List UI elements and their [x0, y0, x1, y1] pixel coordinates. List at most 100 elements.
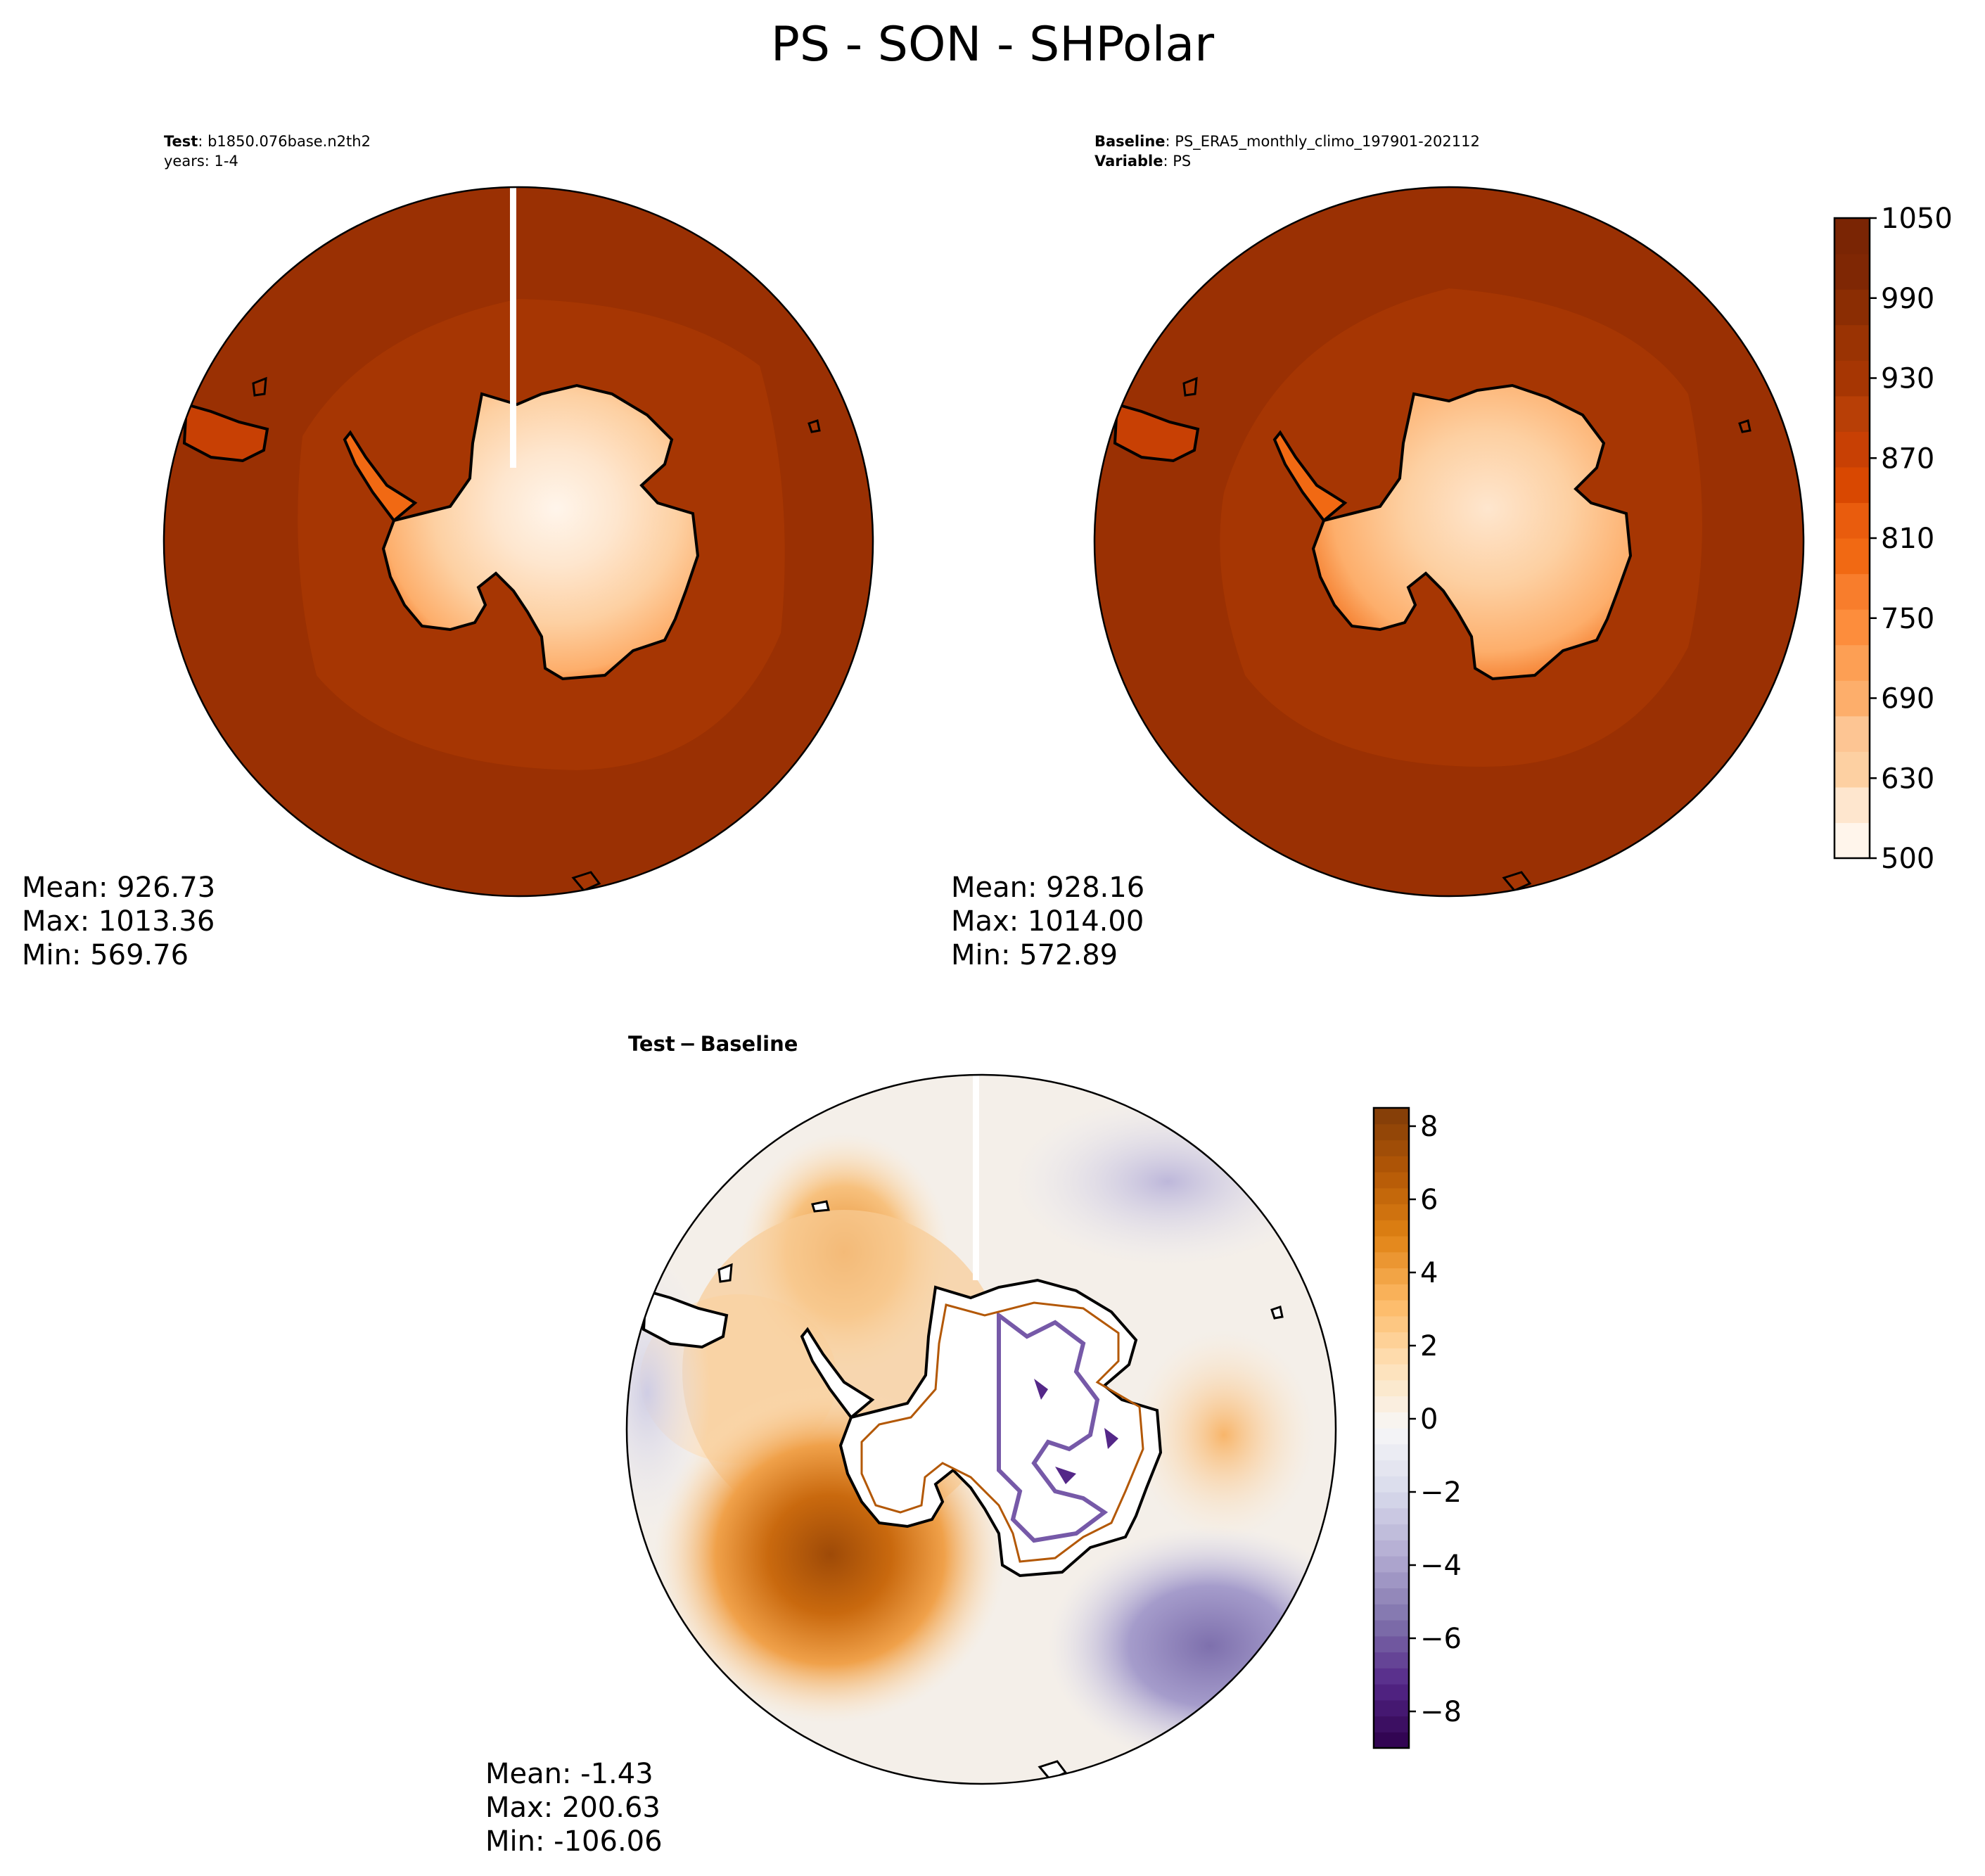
difference-colorbar-level [1374, 1524, 1409, 1540]
difference-colorbar-tick-label: −4 [1420, 1550, 1462, 1582]
baseline-map-border [1093, 186, 1805, 898]
difference-colorbar-level [1374, 1443, 1409, 1461]
difference-colorbar-level [1374, 1668, 1409, 1685]
difference-colorbar-level [1374, 1123, 1409, 1141]
difference-south-america [642, 1289, 729, 1349]
difference-purple-top-right [1013, 1097, 1322, 1266]
difference-colorbar-level [1374, 1476, 1409, 1493]
difference-colorbar-level [1374, 1172, 1409, 1189]
difference-colorbar-tick-label: −8 [1420, 1696, 1462, 1728]
difference-colorbar-level [1374, 1635, 1409, 1653]
baseline-south-america [1113, 402, 1200, 463]
test-falklands [252, 376, 267, 397]
difference-colorbar-level [1374, 1732, 1409, 1749]
test-data-gap-line [510, 187, 516, 468]
difference-colorbar-level [1374, 1396, 1409, 1412]
absolute-colorbar-tick-label: 990 [1881, 283, 1934, 315]
test-antarctica [381, 383, 700, 681]
difference-purple-left [627, 1252, 710, 1533]
difference-map-border [625, 1073, 1337, 1785]
difference-colorbar-level [1374, 1236, 1409, 1253]
baseline-map [1094, 187, 1804, 896]
absolute-colorbar-level [1834, 253, 1870, 290]
absolute-colorbar-level [1834, 680, 1870, 717]
absolute-colorbar-swatches [1834, 218, 1870, 859]
difference-colorbar-level [1374, 1556, 1409, 1573]
absolute-colorbar-tick-label: 930 [1881, 363, 1934, 395]
baseline-stats: Mean: 928.16 Max: 1014.00 Min: 572.89 [951, 871, 1144, 972]
absolute-colorbar-level [1834, 538, 1870, 575]
absolute-colorbar-level [1834, 822, 1870, 859]
difference-colorbar-level [1374, 1460, 1409, 1476]
difference-colorbar-swatches [1374, 1108, 1409, 1749]
difference-colorbar-level [1374, 1315, 1409, 1333]
absolute-colorbar-level [1834, 644, 1870, 681]
difference-mean: Mean: -1.43 [485, 1758, 653, 1790]
difference-colorbar-level [1374, 1140, 1409, 1156]
difference-map [627, 1075, 1336, 1784]
difference-colorbar-level [1374, 1507, 1409, 1525]
difference-colorbar-tick-label: 4 [1420, 1257, 1438, 1289]
absolute-colorbar-level [1834, 786, 1870, 824]
absolute-colorbar: 1050 990 930 870 810 750 690 630 500 [1833, 203, 1953, 875]
absolute-colorbar-level [1834, 609, 1870, 646]
test-mean: Mean: 926.73 [22, 872, 216, 904]
difference-colorbar-frame [1372, 1106, 1410, 1749]
difference-colorbar-level [1374, 1428, 1409, 1445]
difference-colorbar-level [1374, 1300, 1409, 1317]
baseline-peninsula [1272, 430, 1348, 523]
absolute-colorbar-level [1834, 502, 1870, 539]
absolute-colorbar-level [1834, 395, 1870, 432]
difference-min: Min: -106.06 [485, 1825, 663, 1858]
difference-data-gap-line [973, 1075, 979, 1280]
absolute-colorbar-tick-label: 870 [1881, 442, 1934, 475]
baseline-max: Max: 1014.00 [951, 905, 1144, 938]
difference-colorbar-tick-label: 0 [1420, 1403, 1438, 1436]
absolute-colorbar-level [1834, 466, 1870, 504]
figure-title: PS - SON - SHPolar [770, 17, 1215, 72]
baseline-panel-header: Baseline: PS_ERA5_monthly_climo_197901-2… [1094, 132, 1480, 171]
absolute-colorbar-level [1834, 360, 1870, 397]
test-nz-tip [571, 871, 601, 892]
test-peninsula [343, 430, 418, 523]
difference-colorbar-level [1374, 1187, 1409, 1205]
difference-colorbar-level [1374, 1492, 1409, 1509]
baseline-mean: Mean: 928.16 [951, 872, 1145, 904]
absolute-colorbar-tick-label: 500 [1881, 843, 1934, 875]
test-map [164, 187, 873, 896]
test-panel-header: Test: b1850.076base.n2th2 years: 1-4 [164, 132, 371, 171]
difference-colorbar-level [1374, 1364, 1409, 1381]
test-max: Max: 1013.36 [22, 905, 215, 938]
absolute-colorbar-level [1834, 573, 1870, 610]
difference-orange-contours [860, 1301, 1144, 1563]
difference-stats: Mean: -1.43 Max: 200.63 Min: -106.06 [485, 1757, 663, 1858]
test-island-east [808, 419, 821, 433]
difference-colorbar-level [1374, 1108, 1409, 1125]
difference-colorbar-level [1374, 1379, 1409, 1397]
test-header-line-2: years: 1-4 [164, 153, 238, 170]
baseline-island-east [1738, 419, 1751, 433]
baseline-nz-tip [1502, 871, 1532, 892]
difference-falklands [717, 1263, 733, 1283]
test-header-line-1: Test: b1850.076base.n2th2 [164, 133, 371, 150]
difference-colorbar-level [1374, 1699, 1409, 1717]
difference-colorbar-level [1374, 1652, 1409, 1668]
difference-colorbar-tick-label: −6 [1420, 1623, 1462, 1655]
absolute-colorbar-level [1834, 218, 1870, 255]
difference-colorbar-level [1374, 1156, 1409, 1173]
difference-colorbar-level [1374, 1571, 1409, 1589]
difference-colorbar-level [1374, 1348, 1409, 1365]
difference-colorbar-level [1374, 1332, 1409, 1348]
absolute-colorbar-level [1834, 431, 1870, 468]
difference-colorbar-level [1374, 1588, 1409, 1604]
absolute-colorbar-tick-label: 630 [1881, 762, 1934, 795]
absolute-colorbar-tick-label: 810 [1881, 523, 1934, 555]
test-map-border [162, 186, 874, 898]
baseline-header-line-1: Baseline: PS_ERA5_monthly_climo_197901-2… [1094, 133, 1480, 150]
baseline-min: Min: 572.89 [951, 939, 1118, 971]
absolute-colorbar-ticks: 1050 990 930 870 810 750 690 630 500 [1870, 203, 1953, 875]
difference-colorbar-level [1374, 1204, 1409, 1220]
difference-purple-contours [997, 1311, 1109, 1543]
difference-island-north [811, 1200, 830, 1213]
